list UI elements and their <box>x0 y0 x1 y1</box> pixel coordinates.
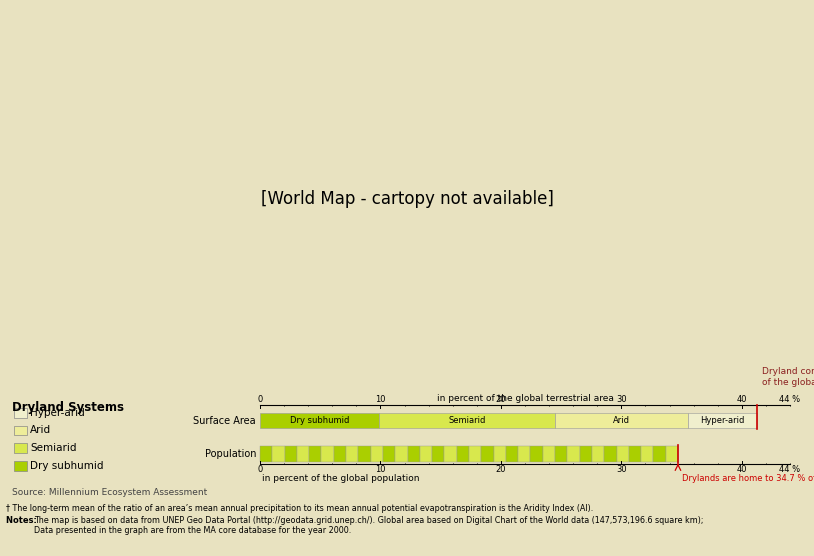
Bar <box>628 446 641 463</box>
Text: Hyper-arid: Hyper-arid <box>30 408 85 418</box>
Text: Dryland Systems: Dryland Systems <box>12 400 124 414</box>
Bar <box>555 413 688 429</box>
Text: Dry subhumid: Dry subhumid <box>290 416 349 425</box>
Bar <box>519 446 531 463</box>
Text: [World Map - cartopy not available]: [World Map - cartopy not available] <box>260 190 554 208</box>
Text: 20: 20 <box>496 465 506 474</box>
Bar <box>309 446 322 463</box>
Bar <box>481 446 493 463</box>
Bar <box>260 446 273 463</box>
Text: 44 %: 44 % <box>780 465 800 474</box>
Bar <box>379 413 555 429</box>
Text: 40: 40 <box>737 395 747 404</box>
Text: 0: 0 <box>257 395 263 404</box>
Text: in percent of the global population: in percent of the global population <box>262 474 419 483</box>
Bar <box>334 446 346 463</box>
Text: † The long-term mean of the ratio of an area’s mean annual precipitation to its : † The long-term mean of the ratio of an … <box>6 504 593 513</box>
Text: 44 %: 44 % <box>780 395 800 404</box>
Text: Dryland comprise 41.3 %
of the global terrestrial area: Dryland comprise 41.3 % of the global te… <box>763 367 814 386</box>
Bar <box>370 446 383 463</box>
Text: The map is based on data from UNEP Geo Data Portal (http://geodata.grid.unep.ch/: The map is based on data from UNEP Geo D… <box>34 517 703 525</box>
Bar <box>14 408 27 418</box>
Text: 20: 20 <box>496 395 506 404</box>
Bar <box>543 446 555 463</box>
Bar <box>14 425 27 435</box>
Bar <box>604 446 616 463</box>
Bar <box>273 446 285 463</box>
Text: Drylands are home to 34.7 % of the global population in 2000: Drylands are home to 34.7 % of the globa… <box>682 474 814 483</box>
Bar <box>14 461 27 471</box>
Bar <box>457 446 469 463</box>
Text: Surface Area: Surface Area <box>194 415 256 425</box>
Bar <box>580 446 592 463</box>
Bar <box>531 446 543 463</box>
Text: 10: 10 <box>375 395 386 404</box>
Bar <box>396 446 408 463</box>
Bar <box>432 446 444 463</box>
Text: Notes:: Notes: <box>6 517 40 525</box>
Bar <box>567 446 580 463</box>
Bar <box>14 444 27 454</box>
Bar <box>383 446 396 463</box>
Bar <box>592 446 604 463</box>
Bar <box>444 446 457 463</box>
Bar <box>358 446 370 463</box>
Text: in percent of the global terrestrial area: in percent of the global terrestrial are… <box>436 394 614 403</box>
Text: 0: 0 <box>257 465 263 474</box>
Bar <box>322 446 334 463</box>
Text: Arid: Arid <box>613 416 630 425</box>
Text: Hyper-arid: Hyper-arid <box>700 416 745 425</box>
Bar <box>654 446 666 463</box>
Bar <box>260 413 379 429</box>
Bar <box>555 446 567 463</box>
Text: Dry subhumid: Dry subhumid <box>30 461 103 471</box>
Text: Population: Population <box>204 449 256 459</box>
Bar <box>297 446 309 463</box>
Text: Source: Millennium Ecosystem Assessment: Source: Millennium Ecosystem Assessment <box>12 488 208 498</box>
Bar <box>688 413 758 429</box>
Bar <box>420 446 432 463</box>
Bar <box>505 446 519 463</box>
Bar <box>346 446 358 463</box>
Bar <box>469 446 481 463</box>
Text: Semiarid: Semiarid <box>30 444 77 454</box>
Text: 40: 40 <box>737 465 747 474</box>
Bar <box>666 446 678 463</box>
Bar <box>285 446 297 463</box>
Text: Semiarid: Semiarid <box>449 416 486 425</box>
Text: 30: 30 <box>616 465 627 474</box>
Bar <box>408 446 420 463</box>
Bar <box>641 446 654 463</box>
Bar <box>616 446 628 463</box>
Text: 10: 10 <box>375 465 386 474</box>
Bar <box>493 446 505 463</box>
Text: Data presented in the graph are from the MA core database for the year 2000.: Data presented in the graph are from the… <box>34 526 352 535</box>
Text: 30: 30 <box>616 395 627 404</box>
Text: Arid: Arid <box>30 425 51 435</box>
